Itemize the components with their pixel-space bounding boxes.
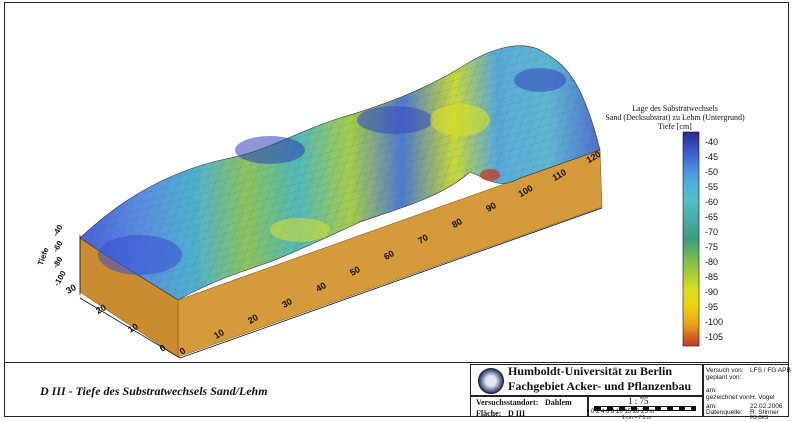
legend-tick: -50 — [705, 167, 719, 177]
legend-title-line2: Sand (Decksubstrat) zu Lehm (Untergrund) — [605, 113, 745, 122]
footer-divider — [4, 362, 789, 363]
meta-label: gezeichnet von: — [706, 394, 752, 401]
institution-name: Humboldt-Universität zu Berlin — [508, 364, 672, 378]
scale-note: 1 cm = 7.5 m — [622, 415, 652, 421]
meta-box — [703, 364, 789, 417]
institution-box — [470, 364, 703, 396]
legend-tick: -105 — [705, 332, 724, 342]
meta-label: geplant von: — [706, 374, 742, 381]
legend-tick: -90 — [705, 287, 719, 297]
scale-bar — [594, 406, 696, 411]
legend-tick: -60 — [705, 197, 719, 207]
surface-deep-red — [480, 169, 500, 181]
meta-value: FG BKS — [750, 415, 769, 421]
scale-numbers: 0 2 4 6 8 10 15 20 25 m — [591, 409, 655, 415]
sheet-title: D III - Tiefe des Substratwechsels Sand/… — [40, 384, 268, 398]
surface-yellow — [430, 104, 490, 136]
institution-department: Fachgebiet Acker- und Pflanzenbau — [508, 379, 692, 393]
site-label: Versuchsstandort: — [476, 398, 539, 407]
legend-tick: -70 — [705, 227, 719, 237]
surface-low-blue — [357, 106, 433, 134]
scale-box — [588, 396, 703, 417]
legend-tick: -65 — [705, 212, 719, 222]
scale-ratio: 1 : 75 — [628, 396, 649, 406]
meta-label: Versuch von: — [706, 367, 744, 374]
site-value: Dahlem — [545, 398, 572, 407]
legend-tick: -80 — [705, 257, 719, 267]
legend-colorbar — [682, 131, 700, 347]
legend-tick: -85 — [705, 272, 719, 282]
meta-value: 22.02.2006 — [750, 403, 783, 410]
site-box — [470, 396, 588, 417]
surface-yellow — [270, 218, 330, 242]
x-axis-line — [179, 207, 603, 359]
area-value: D III — [508, 409, 526, 418]
legend-tick: -45 — [705, 152, 719, 162]
meta-value: R. Stinner — [750, 409, 779, 416]
meta-label: am: — [706, 387, 717, 394]
surface-low-blue — [235, 136, 305, 164]
sheet-frame — [4, 2, 789, 417]
legend-title-line3: Tiefe [cm] — [658, 122, 692, 131]
meta-value: LFS / FG APB — [750, 367, 791, 374]
meta-label: Datenquelle: — [706, 409, 743, 416]
surface-low-blue — [514, 68, 566, 92]
area-label: Fläche: — [476, 409, 502, 418]
legend-tick: -95 — [705, 302, 719, 312]
university-seal-icon — [478, 368, 504, 394]
legend-tick: -55 — [705, 182, 719, 192]
legend-title-line1: Lage des Substratwechsels — [632, 104, 718, 113]
surface-low-blue — [98, 235, 182, 275]
meta-value: H. Vogel — [750, 394, 775, 401]
legend-tick: -40 — [705, 137, 719, 147]
y-axis-line — [79, 297, 181, 359]
legend-tick: -75 — [705, 242, 719, 252]
legend-tick: -100 — [705, 317, 724, 327]
meta-label: am: — [706, 403, 717, 410]
